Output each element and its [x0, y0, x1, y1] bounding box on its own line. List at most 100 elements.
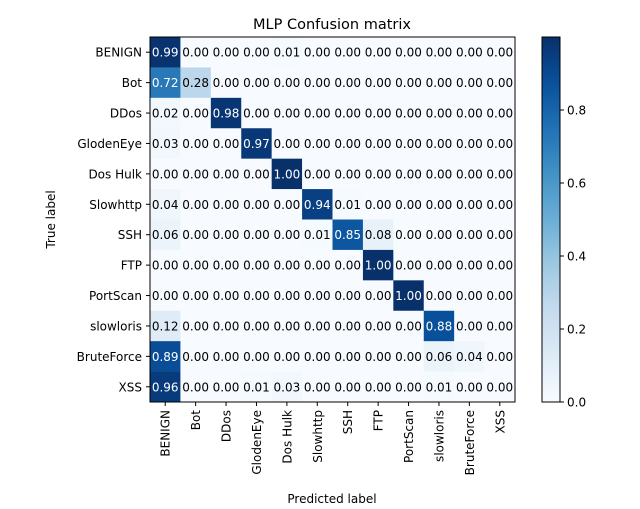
cell-value-label: 0.85 — [334, 228, 361, 242]
heatmap-cell — [454, 341, 485, 372]
cell-value-label: 0.00 — [182, 228, 209, 242]
chart-title: MLP Confusion matrix — [253, 17, 411, 33]
heatmap-cell — [332, 341, 364, 372]
cell-value-label: 0.00 — [486, 46, 513, 60]
cell-value-label: 0.00 — [182, 137, 209, 151]
cell-value-label: 0.00 — [243, 319, 270, 333]
x-tick-label: GlodenEye — [250, 410, 264, 475]
heatmap-cell — [484, 128, 516, 159]
cell-value-label: 0.00 — [486, 228, 513, 242]
cell-value-label: 0.00 — [213, 319, 240, 333]
cell-value-label: 0.00 — [426, 289, 453, 303]
y-tick-label: PortScan — [89, 289, 142, 303]
heatmap-cell — [454, 280, 485, 312]
heatmap-cell — [423, 128, 455, 159]
heatmap-cell — [241, 310, 272, 342]
colorbar-tick-label: 0.6 — [567, 177, 586, 191]
cell-value-label: 0.00 — [334, 289, 361, 303]
plot-frame — [149, 36, 516, 403]
heatmap-cell — [150, 128, 181, 159]
cell-value-label: 0.00 — [213, 198, 240, 212]
x-tick-label: slowloris — [432, 410, 446, 462]
cell-value-label: 0.00 — [486, 167, 513, 181]
cell-value-label: 0.00 — [395, 319, 422, 333]
heatmap-cell — [180, 341, 212, 372]
heatmap-cell — [393, 371, 425, 403]
heatmap-cell — [150, 219, 181, 251]
cell-value-label: 0.97 — [243, 137, 270, 151]
heatmap-cell — [362, 219, 394, 251]
heatmap-cell — [241, 67, 272, 99]
heatmap-cell — [454, 219, 485, 251]
heatmap-cell — [302, 341, 333, 372]
cell-value-label: 0.00 — [365, 167, 392, 181]
cell-value-label: 0.72 — [152, 76, 179, 90]
heatmap-cell — [180, 371, 212, 403]
cell-value-label: 0.00 — [243, 76, 270, 90]
cell-value-label: 0.00 — [395, 198, 422, 212]
cell-value-label: 0.00 — [243, 228, 270, 242]
cell-value-label: 1.00 — [274, 167, 301, 181]
y-tick-label: XSS — [119, 380, 142, 394]
cell-value-label: 0.02 — [152, 107, 179, 121]
cell-value-label: 0.00 — [304, 350, 331, 364]
heatmap-cell — [484, 249, 516, 281]
cell-value-label: 0.00 — [213, 137, 240, 151]
cell-value-label: 0.00 — [486, 198, 513, 212]
cell-value-label: 0.00 — [182, 259, 209, 273]
cell-value-label: 0.00 — [365, 46, 392, 60]
cell-value-label: 0.00 — [365, 198, 392, 212]
cell-value-label: 0.00 — [304, 319, 331, 333]
cell-value-label: 0.00 — [274, 228, 301, 242]
cell-value-label: 0.00 — [395, 228, 422, 242]
heatmap-cell — [241, 371, 272, 403]
y-tick-label: slowloris — [90, 319, 142, 333]
x-tick-label: BENIGN — [159, 410, 173, 457]
colorbar-tick-label: 0.2 — [567, 323, 586, 337]
cell-value-label: 0.00 — [365, 319, 392, 333]
heatmap-cell — [332, 249, 364, 281]
x-axis-label: Predicted label — [287, 492, 376, 506]
cell-value-label: 0.00 — [334, 76, 361, 90]
cell-value-label: 0.00 — [274, 319, 301, 333]
heatmap-cell — [150, 67, 181, 99]
heatmap-cell — [454, 310, 485, 342]
heatmap-cell — [393, 67, 425, 99]
heatmap-cell — [423, 189, 455, 220]
heatmap-cell — [362, 67, 394, 99]
cell-value-label: 0.00 — [486, 259, 513, 273]
heatmap-cell — [210, 280, 242, 312]
y-tick-label: BruteForce — [77, 350, 142, 364]
cell-value-label: 0.00 — [274, 76, 301, 90]
heatmap-cell — [210, 37, 242, 68]
cell-value-label: 0.00 — [334, 319, 361, 333]
heatmap-cell — [454, 371, 485, 403]
x-tick-label: Bot — [189, 410, 203, 431]
cell-value-label: 0.28 — [182, 76, 209, 90]
heatmap-cell — [271, 67, 303, 99]
cell-value-label: 0.00 — [182, 319, 209, 333]
heatmap-cell — [150, 280, 181, 312]
cell-value-label: 0.00 — [243, 167, 270, 181]
heatmap-cell — [423, 249, 455, 281]
heatmap-cell — [454, 249, 485, 281]
cell-value-label: 0.00 — [334, 380, 361, 394]
cell-value-label: 0.00 — [334, 107, 361, 121]
heatmap-cell — [302, 219, 333, 251]
colorbar — [541, 36, 561, 403]
heatmap-cell — [423, 310, 455, 342]
heatmap-cell — [393, 189, 425, 220]
heatmap-cell — [393, 37, 425, 68]
heatmap-cell — [484, 37, 516, 68]
heatmap-cell-labels: 0.99 0.00 0.00 0.00 0.01 0.00 0.00 0.00 0.00 0.00… — [152, 46, 513, 395]
cell-value-label: 0.99 — [152, 46, 179, 60]
cell-value-label: 0.00 — [213, 259, 240, 273]
heatmap-cell — [150, 97, 181, 129]
cell-value-label: 0.00 — [243, 198, 270, 212]
cell-value-label: 0.00 — [395, 76, 422, 90]
heatmap-cell — [393, 280, 425, 312]
heatmap-cell — [302, 189, 333, 220]
cell-value-label: 0.00 — [456, 319, 483, 333]
heatmap-cell — [180, 97, 212, 129]
